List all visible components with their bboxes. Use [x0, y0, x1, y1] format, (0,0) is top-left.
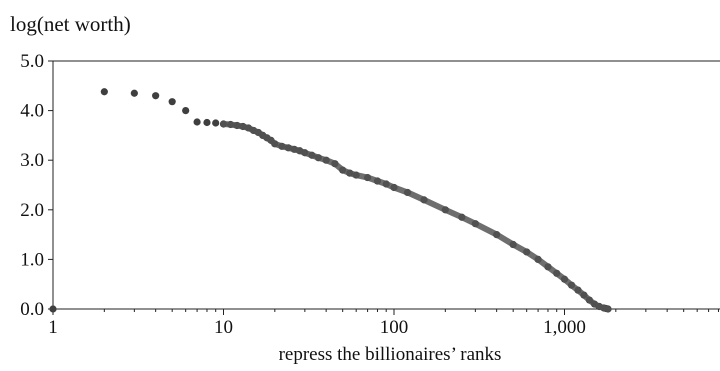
data-point — [203, 118, 211, 127]
y-tick-label: 2.0 — [20, 200, 44, 221]
data-point — [168, 98, 176, 106]
y-tick-label: 4.0 — [20, 101, 44, 122]
chart-ticks: 0.0 1.0 2.0 3.0 4.0 5.0 1 10 100 1,000 — [20, 51, 719, 338]
y-tick-label: 1.0 — [20, 249, 44, 270]
chart-points — [49, 88, 612, 313]
data-point — [193, 118, 201, 126]
x-tick-label: 1 — [48, 317, 58, 338]
data-point — [152, 92, 160, 100]
data-point — [212, 119, 220, 127]
data-point — [49, 305, 57, 313]
data-point — [182, 107, 190, 115]
data-point-band — [220, 121, 611, 312]
y-tick-label: 5.0 — [20, 51, 44, 72]
x-tick-label: 10 — [214, 317, 233, 338]
y-tick-label: 0.0 — [20, 299, 44, 320]
x-tick-label: 100 — [380, 317, 409, 338]
x-tick-label: 1,000 — [543, 317, 586, 338]
x-axis-title: repress the billionaires’ ranks — [278, 344, 502, 365]
data-point — [130, 89, 138, 97]
data-point — [100, 88, 108, 96]
y-axis-title: log(net worth) — [10, 12, 131, 36]
y-tick-label: 3.0 — [20, 150, 44, 171]
